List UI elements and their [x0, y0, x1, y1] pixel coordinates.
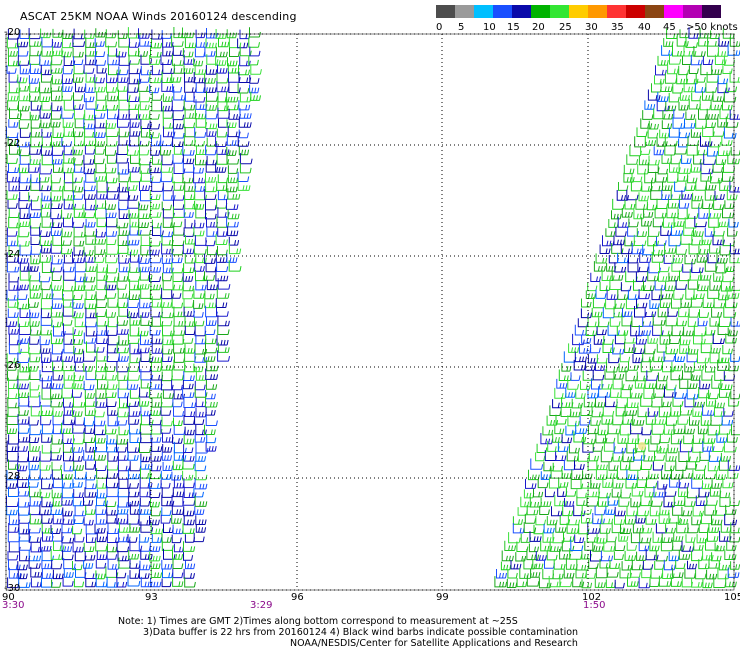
legend-color-13: [683, 5, 702, 18]
pass-time-label: 3:29: [250, 600, 273, 611]
note-line-1: Note: 1) Times are GMT 2)Times along bot…: [118, 616, 518, 627]
wind-barb-swaths: [6, 27, 740, 589]
legend-label: 20: [532, 22, 545, 33]
latitude-label: -24: [4, 249, 21, 260]
note-line-2: 3)Data buffer is 22 hrs from 20160124 4)…: [143, 627, 579, 638]
legend-color-12: [664, 5, 683, 18]
legend-label: 30: [585, 22, 598, 33]
legend-color-10: [626, 5, 645, 18]
longitude-label: 99: [436, 592, 449, 603]
longitude-label: 102: [582, 592, 602, 603]
note-line-3: NOAA/NESDIS/Center for Satellite Applica…: [290, 638, 578, 649]
legend-color-11: [645, 5, 664, 18]
legend-color-6: [550, 5, 569, 18]
legend-color-14: [702, 5, 721, 18]
pass-time-label: 1:50: [583, 600, 606, 611]
latitude-label: -28: [4, 471, 21, 482]
legend-label: 45: [663, 22, 676, 33]
pass-time-label: 3:30: [2, 600, 25, 611]
longitude-label: 105: [724, 592, 740, 603]
longitude-label: 96: [291, 592, 304, 603]
legend-color-3: [493, 5, 512, 18]
legend-color-5: [531, 5, 550, 18]
legend-color-1: [455, 5, 474, 18]
latitude-label: -30: [4, 583, 21, 594]
legend-label: 15: [507, 22, 520, 33]
lat-lon-grid: [5, 33, 735, 591]
latitude-label: -22: [4, 138, 21, 149]
legend-color-8: [588, 5, 607, 18]
legend-label: 35: [611, 22, 624, 33]
legend-color-0: [436, 5, 455, 18]
longitude-label: 90: [2, 592, 15, 603]
legend-color-7: [569, 5, 588, 18]
legend-label: >50 knots: [686, 22, 738, 33]
legend-color-4: [512, 5, 531, 18]
legend-label: 10: [483, 22, 496, 33]
legend-label: 5: [458, 22, 465, 33]
latitude-label: -20: [4, 27, 21, 38]
longitude-label: 93: [145, 592, 158, 603]
legend-label: 0: [436, 22, 443, 33]
legend-color-2: [474, 5, 493, 18]
legend-label: 25: [559, 22, 572, 33]
map-title: ASCAT 25KM NOAA Winds 20160124 descendin…: [20, 10, 297, 23]
map-frame: [5, 33, 735, 591]
legend-label: 40: [638, 22, 651, 33]
legend-color-9: [607, 5, 626, 18]
latitude-label: -26: [4, 360, 21, 371]
